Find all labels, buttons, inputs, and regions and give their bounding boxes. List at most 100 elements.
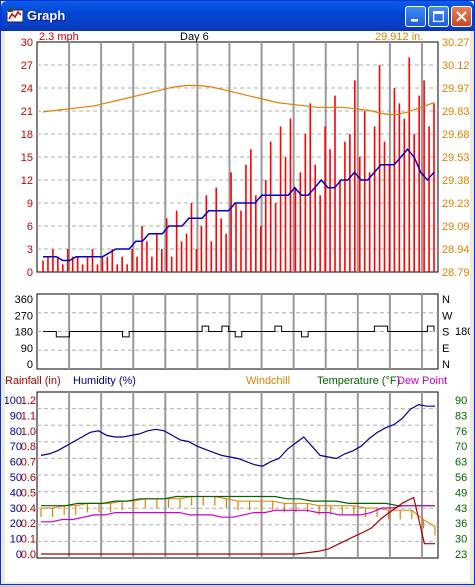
- panel-wind-grid: [37, 64, 438, 250]
- dewpoint-line: [41, 505, 435, 523]
- temperature-tick: 70: [455, 441, 467, 453]
- minimize-button[interactable]: [405, 6, 426, 27]
- day-label: Day 6: [180, 31, 209, 43]
- panel-climate-series: [40, 403, 436, 555]
- direction-tick: 180: [15, 327, 33, 339]
- compass-tick: N: [442, 359, 450, 371]
- wind-speed-tick: 0: [27, 267, 33, 279]
- rainfall-tick: 0.1: [21, 534, 36, 546]
- humidity-tick: 30: [10, 503, 22, 515]
- humidity-tick: 90: [10, 410, 22, 422]
- direction-tick: 90: [21, 343, 33, 355]
- wind-speed-tick: 24: [21, 83, 33, 95]
- wind-speed-tick: 12: [21, 175, 33, 187]
- compass-tick: N: [442, 294, 450, 306]
- rainfall-tick: 0.4: [21, 503, 36, 515]
- humidity-tick: 0: [16, 549, 22, 561]
- pressure-tick: 29.83: [442, 106, 470, 118]
- rainfall-tick: 1.0: [21, 426, 36, 438]
- maximize-icon: [433, 11, 444, 22]
- rainfall-tick: 0.8: [21, 441, 36, 453]
- temperature-tick: 63: [455, 457, 467, 469]
- panel-direction-series: [43, 325, 435, 338]
- rainfall-line: [41, 496, 435, 555]
- rainfall-axis: 1.2 1.1 1.0 0.8 0.7 0.6 0.5 0.4 0.2 0.1 0.0: [21, 395, 36, 561]
- wind-speed-tick: 15: [21, 152, 33, 164]
- pressure-line: [42, 84, 435, 116]
- pressure-tick: 29.97: [442, 83, 470, 95]
- pressure-tick: 29.38: [442, 175, 470, 187]
- wind-speed-tick: 18: [21, 129, 33, 141]
- temperature-tick: 76: [455, 426, 467, 438]
- humidity-tick: 80: [10, 426, 22, 438]
- temperature-tick: 23: [455, 549, 467, 561]
- humidity-tick: 40: [10, 487, 22, 499]
- temperature-line: [41, 495, 435, 507]
- pressure-tick: 30.27: [442, 37, 470, 49]
- direction-degree-axis: 360 270 180 90 0: [15, 294, 33, 371]
- pressure-tick: 29.09: [442, 221, 470, 233]
- graph-area: 2.3 mph Day 6 29.912 in. 30 27 24 21 18 15 12 9…: [4, 31, 474, 582]
- panel-climate-day-separators: [68, 392, 423, 558]
- wind-speed-readout: 2.3 mph: [39, 31, 79, 43]
- close-button[interactable]: [451, 6, 472, 27]
- pressure-tick: 29.68: [442, 129, 470, 141]
- humidity-tick: 70: [10, 441, 22, 453]
- temperature-axis: 90 83 76 70 63 56 49 43 36 30 23: [455, 395, 467, 561]
- windchill-line: [41, 496, 436, 527]
- panel-wind-pressure: 2.3 mph Day 6 29.912 in. 302724211815129…: [21, 31, 470, 279]
- wind-speed-tick: 30: [21, 37, 33, 49]
- wind-speed-tick: 6: [27, 221, 33, 233]
- panel-climate-grid: [37, 408, 438, 542]
- title-bar[interactable]: Graph: [1, 1, 474, 31]
- panel-climate-frame: [36, 391, 439, 559]
- panel-wind-frame: [36, 41, 439, 273]
- rainfall-tick: 0.5: [21, 487, 36, 499]
- temperature-tick: 83: [455, 410, 467, 422]
- temperature-tick: 49: [455, 487, 467, 499]
- wind-direction-line: [43, 325, 435, 338]
- pressure-axis: 30.27 30.12 29.97 29.83 29.68 29.53 29.38 29.23…: [442, 37, 470, 279]
- weather-station-icon: [7, 9, 23, 23]
- rainfall-tick: 1.1: [21, 410, 36, 422]
- direction-tick: 0: [27, 359, 33, 371]
- pressure-readout: 29.912 in.: [375, 31, 423, 43]
- humidity-tick: 10: [10, 534, 22, 546]
- wind-speed-tick: 21: [21, 106, 33, 118]
- close-icon: [456, 11, 467, 22]
- legend-humidity: Humidity (%): [73, 375, 136, 387]
- legend-rainfall: Rainfall (in): [5, 375, 61, 387]
- temperature-tick: 36: [455, 518, 467, 530]
- pressure-tick: 28.79: [442, 267, 470, 279]
- rainfall-tick: 0.0: [21, 549, 36, 561]
- graph-canvas: 2.3 mph Day 6 29.912 in. 302724211815129…: [4, 31, 474, 561]
- legend-temperature: Temperature (°F): [317, 375, 400, 387]
- temperature-tick: 56: [455, 472, 467, 484]
- humidity-line: [40, 403, 435, 467]
- temperature-tick: 30: [455, 534, 467, 546]
- direction-tick: 270: [15, 310, 33, 322]
- wind-speed-tick: 9: [27, 198, 33, 210]
- pressure-tick: 28.94: [442, 244, 470, 256]
- panel-climate: Rainfall (in) Humidity (%) Windchill Tem…: [4, 375, 468, 561]
- window-title: Graph: [27, 8, 66, 23]
- pressure-tick: 30.12: [442, 60, 470, 72]
- temperature-tick: 43: [455, 503, 467, 515]
- minimize-icon: [411, 19, 418, 22]
- humidity-tick: 100: [5, 395, 22, 407]
- pressure-tick: 29.53: [442, 152, 470, 164]
- humidity-tick: 60: [10, 457, 22, 469]
- humidity-tick: 20: [10, 518, 22, 530]
- maximize-button[interactable]: [428, 6, 449, 27]
- legend-dewpoint: Dew Point: [397, 375, 447, 387]
- temperature-tick: 90: [455, 395, 467, 407]
- rainfall-tick: 0.7: [21, 457, 36, 469]
- compass-tick: E: [442, 343, 449, 355]
- panel-wind-series: [42, 57, 435, 272]
- direction-tick: 360: [15, 294, 33, 306]
- rainfall-tick: 0.2: [21, 518, 36, 530]
- wind-speed-tick: 3: [27, 244, 33, 256]
